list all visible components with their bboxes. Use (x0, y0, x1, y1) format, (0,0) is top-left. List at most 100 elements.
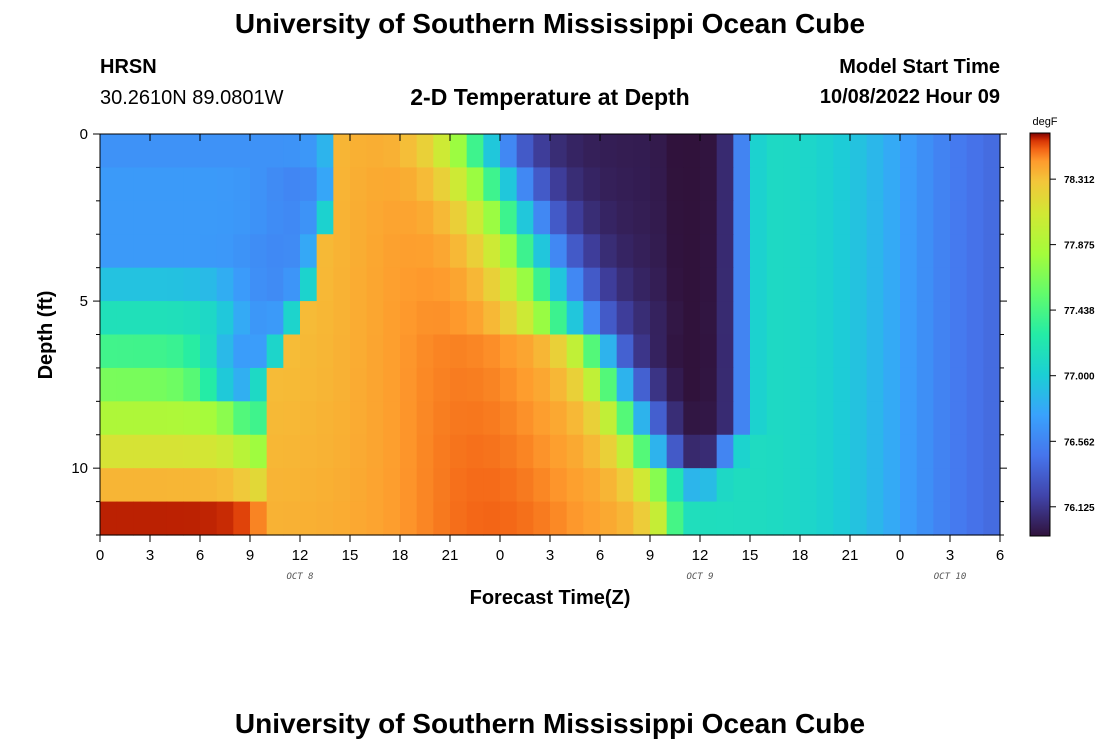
heatmap-cell (100, 267, 118, 302)
heatmap-cell (783, 134, 801, 169)
x-tick-label: 18 (392, 547, 409, 564)
heatmap-cell (750, 334, 768, 369)
heatmap-cell (983, 334, 1001, 369)
heatmap-cell (100, 367, 118, 402)
heatmap-cell (116, 267, 134, 302)
heatmap-cell (983, 234, 1001, 269)
heatmap-cell (533, 134, 551, 169)
heatmap-cell (216, 267, 234, 302)
heatmap-cell (466, 134, 484, 169)
heatmap-cell (183, 134, 201, 169)
heatmap-cell (466, 301, 484, 336)
heatmap-cell (383, 267, 401, 302)
heatmap-cell (566, 434, 584, 469)
heatmap-cell (383, 234, 401, 269)
heatmap-cell (783, 501, 801, 536)
heatmap-cell (333, 200, 351, 235)
heatmap-cell (833, 200, 851, 235)
heatmap-cell (266, 234, 284, 269)
heatmap-cell (600, 367, 618, 402)
heatmap-cell (500, 468, 518, 503)
heatmap-cell (300, 134, 318, 169)
heatmap-cell (766, 334, 784, 369)
heatmap-cell (550, 468, 568, 503)
heatmap-cell (583, 501, 601, 536)
heatmap-cell (616, 334, 634, 369)
heatmap-cell (166, 234, 184, 269)
heatmap-cell (550, 267, 568, 302)
heatmap-cell (983, 434, 1001, 469)
heatmap-cell (133, 468, 151, 503)
heatmap-cell (783, 367, 801, 402)
heatmap-cell (533, 468, 551, 503)
x-tick-label: 9 (246, 547, 254, 564)
heatmap-cell (683, 267, 701, 302)
heatmap-cell (666, 367, 684, 402)
heatmap-cell (733, 367, 751, 402)
heatmap-cell (383, 401, 401, 436)
heatmap-cell (283, 334, 301, 369)
heatmap-cell (666, 200, 684, 235)
heatmap-cell (683, 434, 701, 469)
heatmap-cell (133, 501, 151, 536)
heatmap-cell (683, 167, 701, 202)
temperature-depth-chart: 0 3 6 9 12 15 18 21 0 3 6 9 12 15 18 21 0 3 6 OCT 8 OCT 9 OCT… (35, 116, 1095, 609)
heatmap-cell (783, 234, 801, 269)
heatmap-cell (900, 434, 918, 469)
heatmap-cell (883, 267, 901, 302)
heatmap-cell (150, 200, 168, 235)
heatmap-cell (683, 468, 701, 503)
heatmap-cell (216, 367, 234, 402)
heatmap-cell (333, 134, 351, 169)
heatmap-cell (333, 367, 351, 402)
heatmap-cell (750, 134, 768, 169)
heatmap-cell (783, 334, 801, 369)
heatmap-cell (300, 468, 318, 503)
heatmap-cell (566, 267, 584, 302)
heatmap-cell (116, 501, 134, 536)
heatmap-cell (566, 367, 584, 402)
heatmap-cell (433, 301, 451, 336)
heatmap-cell (733, 167, 751, 202)
heatmap-cell (550, 367, 568, 402)
heatmap-cell (383, 200, 401, 235)
heatmap-cell (816, 468, 834, 503)
heatmap-cell (900, 267, 918, 302)
x-tick-label: 9 (646, 547, 654, 564)
heatmap-cell (383, 134, 401, 169)
heatmap-cell (283, 434, 301, 469)
heatmap-cell (433, 200, 451, 235)
heatmap-cell (666, 401, 684, 436)
x-tick-label: 3 (546, 547, 554, 564)
heatmap-cell (183, 367, 201, 402)
heatmap-cell (483, 501, 501, 536)
heatmap-cell (233, 167, 251, 202)
heatmap-cell (333, 234, 351, 269)
heatmap-cell (700, 134, 718, 169)
heatmap-cell (783, 301, 801, 336)
heatmap-cell (633, 267, 651, 302)
heatmap-cell (866, 234, 884, 269)
heatmap-cell (533, 301, 551, 336)
heatmap-cell (766, 267, 784, 302)
heatmap-cell (450, 234, 468, 269)
heatmap-cell (933, 200, 951, 235)
x-tick-label: 0 (496, 547, 504, 564)
heatmap-cell (966, 134, 984, 169)
heatmap-cell (433, 234, 451, 269)
heatmap-cell (350, 200, 368, 235)
heatmap-cell (450, 167, 468, 202)
heatmap-cell (416, 468, 434, 503)
heatmap-cell (750, 234, 768, 269)
heatmap-cell (416, 501, 434, 536)
heatmap-cell (233, 267, 251, 302)
heatmap-cell (433, 401, 451, 436)
heatmap-cell (550, 200, 568, 235)
heatmap-cell (666, 267, 684, 302)
heatmap-cell (650, 367, 668, 402)
heatmap-cell (816, 401, 834, 436)
heatmap-cell (533, 200, 551, 235)
heatmap-cell (216, 434, 234, 469)
heatmap-cell (866, 134, 884, 169)
heatmap-cell (333, 501, 351, 536)
